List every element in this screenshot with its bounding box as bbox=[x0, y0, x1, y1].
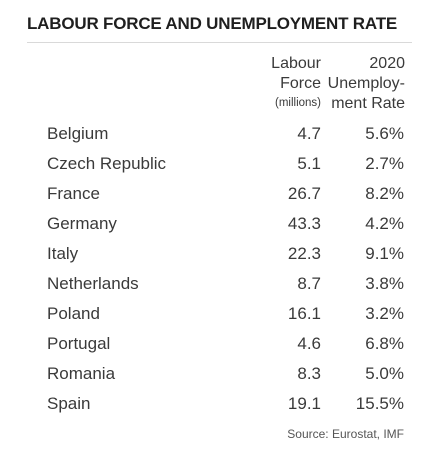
source-note: Source: Eurostat, IMF bbox=[287, 427, 404, 441]
table-row: Spain 19.1 15.5% bbox=[0, 389, 431, 419]
unemployment-rate-cell: 3.8% bbox=[365, 274, 404, 293]
labour-force-cell: 4.6 bbox=[297, 334, 321, 353]
unemployment-rate-cell: 4.2% bbox=[365, 214, 404, 233]
header-unemployment-line1: 2020 bbox=[369, 55, 405, 72]
labour-force-cell: 8.7 bbox=[297, 274, 321, 293]
header-labour-force-line2: Force bbox=[280, 75, 321, 92]
country-cell: Netherlands bbox=[47, 274, 139, 293]
table-row: Romania 8.3 5.0% bbox=[0, 359, 431, 389]
labour-force-cell: 4.7 bbox=[297, 124, 321, 143]
table-row: Belgium 4.7 5.6% bbox=[0, 119, 431, 149]
unemployment-rate-cell: 9.1% bbox=[365, 244, 404, 263]
table-row: Czech Republic 5.1 2.7% bbox=[0, 149, 431, 179]
table-title: LABOUR FORCE AND UNEMPLOYMENT RATE bbox=[27, 14, 398, 33]
labour-force-cell: 22.3 bbox=[287, 244, 321, 263]
header-unemployment-rate: 2020 Unemploy- ment Rate bbox=[295, 54, 405, 114]
table-row: Netherlands 8.7 3.8% bbox=[0, 269, 431, 299]
unemployment-rate-cell: 5.0% bbox=[365, 364, 404, 383]
header-unemployment-line2: Unemploy- bbox=[327, 75, 405, 92]
header-labour-force: Labour Force (millions) bbox=[201, 54, 321, 112]
labour-force-cell: 26.7 bbox=[287, 184, 321, 203]
table-row: Portugal 4.6 6.8% bbox=[0, 329, 431, 359]
labour-force-cell: 19.1 bbox=[287, 394, 321, 413]
header-labour-force-unit: (millions) bbox=[275, 97, 321, 109]
country-cell: Italy bbox=[47, 244, 79, 263]
unemployment-rate-cell: 8.2% bbox=[365, 184, 404, 203]
unemployment-rate-cell: 6.8% bbox=[365, 334, 404, 353]
unemployment-rate-cell: 5.6% bbox=[365, 124, 404, 143]
country-cell: Germany bbox=[47, 214, 117, 233]
title-divider bbox=[27, 42, 412, 43]
table-body: Belgium 4.7 5.6% Czech Republic 5.1 2.7%… bbox=[0, 119, 431, 419]
table-row: Germany 43.3 4.2% bbox=[0, 209, 431, 239]
header-unemployment-line3: ment Rate bbox=[331, 95, 405, 112]
country-cell: Portugal bbox=[47, 334, 111, 353]
unemployment-rate-cell: 2.7% bbox=[365, 154, 404, 173]
table-row: Italy 22.3 9.1% bbox=[0, 239, 431, 269]
header-labour-force-line1: Labour bbox=[271, 55, 321, 72]
country-cell: Belgium bbox=[47, 124, 109, 143]
table-row: Poland 16.1 3.2% bbox=[0, 299, 431, 329]
unemployment-rate-cell: 15.5% bbox=[355, 394, 404, 413]
labour-force-cell: 5.1 bbox=[297, 154, 321, 173]
country-cell: Czech Republic bbox=[47, 154, 167, 173]
table-row: France 26.7 8.2% bbox=[0, 179, 431, 209]
unemployment-rate-cell: 3.2% bbox=[365, 304, 404, 323]
labour-force-cell: 8.3 bbox=[297, 364, 321, 383]
country-cell: France bbox=[47, 184, 100, 203]
country-cell: Poland bbox=[47, 304, 100, 323]
labour-force-cell: 16.1 bbox=[287, 304, 321, 323]
labour-force-cell: 43.3 bbox=[287, 214, 321, 233]
country-cell: Spain bbox=[47, 394, 91, 413]
country-cell: Romania bbox=[47, 364, 116, 383]
